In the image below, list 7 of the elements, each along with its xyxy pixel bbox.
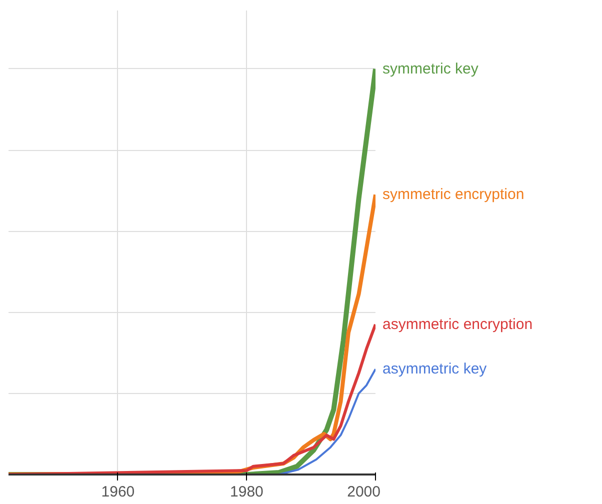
series-label: asymmetric encryption [382, 316, 533, 333]
series-label: symmetric encryption [382, 186, 524, 204]
x-tick-label: 1980 [230, 484, 264, 500]
x-tick-label: 1960 [101, 484, 135, 500]
x-tick-label: 2000 [347, 484, 381, 500]
series-label: asymmetric key [382, 360, 488, 378]
series-label: symmetric key [382, 60, 479, 78]
